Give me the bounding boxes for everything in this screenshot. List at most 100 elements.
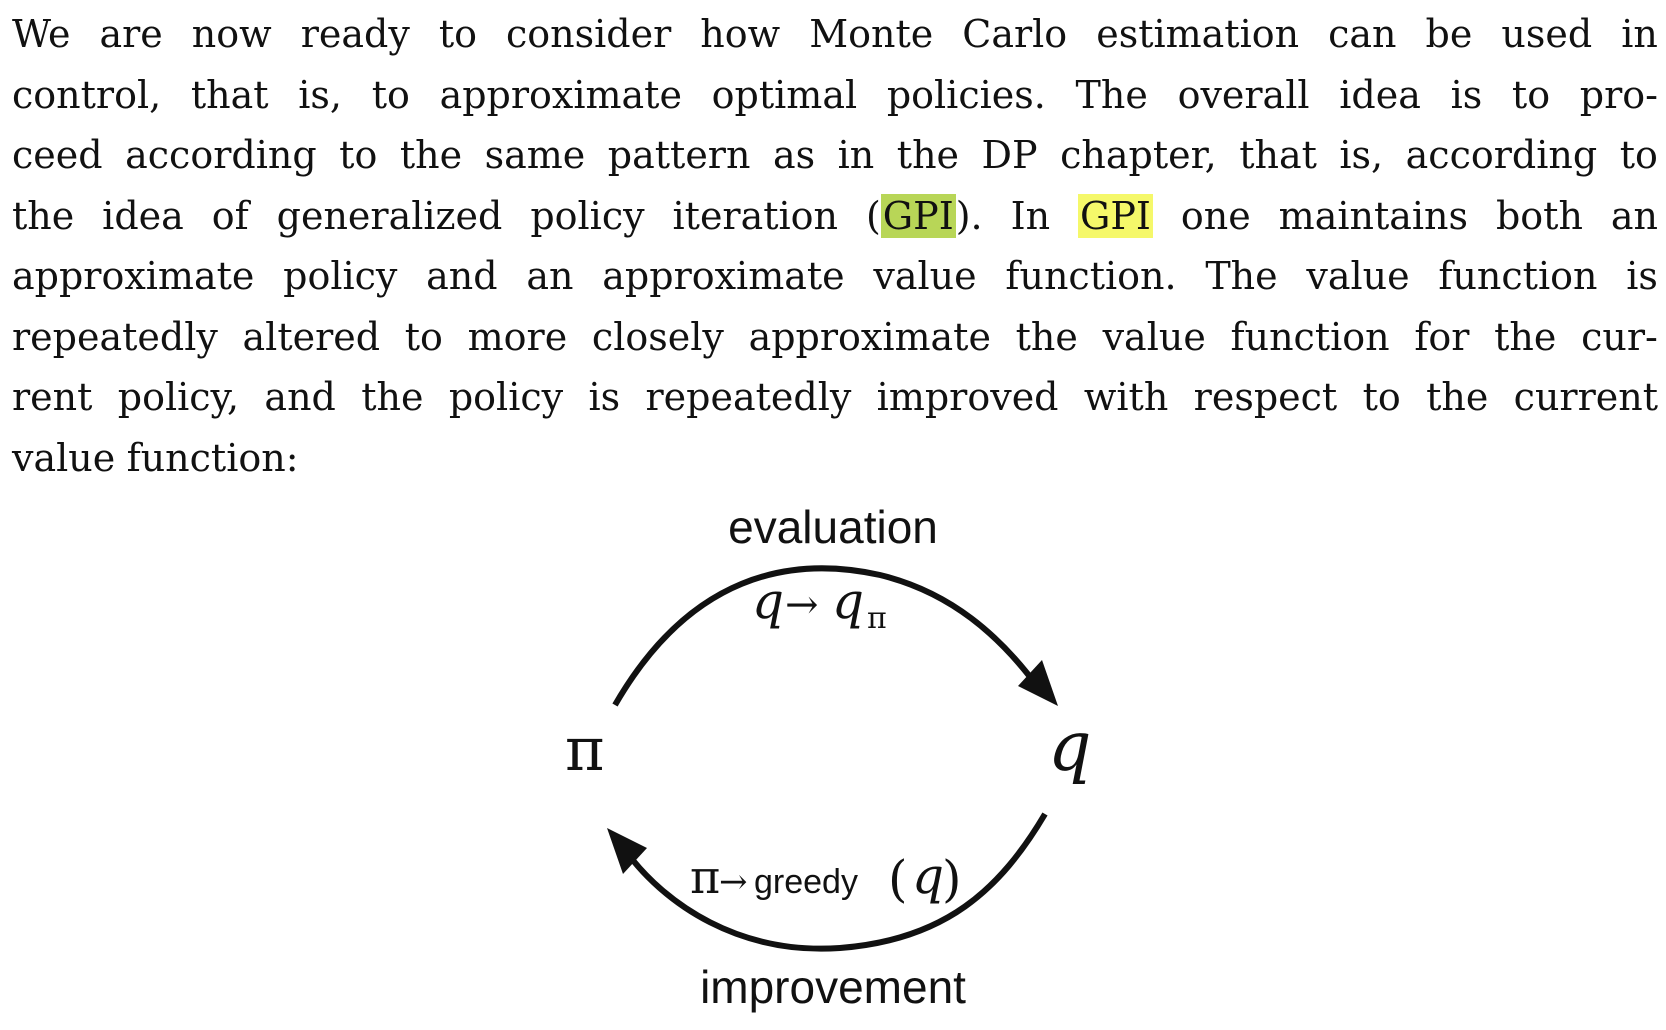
text-line: approximate policy and an approximate value fu… — [12, 246, 1658, 307]
word: value — [1306, 254, 1410, 298]
text-line: value function: — [12, 428, 1658, 489]
word: In — [1010, 193, 1051, 238]
word: value — [873, 254, 977, 298]
evaluation-arrow — [612, 565, 1043, 707]
formula-pi: π — [690, 850, 720, 904]
word: function — [1230, 314, 1390, 359]
improvement-formula: π → greedy ( q ) — [690, 847, 962, 908]
word: approximate — [12, 254, 255, 298]
improvement-label: improvement — [700, 961, 966, 1013]
word: value — [12, 435, 116, 480]
word: pro- — [1579, 72, 1658, 117]
word: GPI — [1078, 186, 1153, 247]
word: to — [1619, 133, 1658, 177]
word: is, — [1339, 133, 1384, 177]
evaluation-formula: q → q π — [752, 572, 887, 636]
word: and — [264, 375, 336, 419]
word: the — [1494, 314, 1557, 359]
word: that — [190, 72, 269, 117]
word: to — [1511, 72, 1551, 117]
policy-node-pi: π — [565, 715, 604, 785]
word: policy — [283, 254, 398, 298]
word: with — [1083, 375, 1169, 419]
text-line: the idea of generalized policy iteration (GPI)… — [12, 186, 1658, 247]
word: to — [404, 314, 443, 359]
word: used — [1501, 12, 1593, 56]
word: that — [1239, 133, 1317, 177]
word: closely — [591, 314, 724, 359]
word: and — [426, 254, 498, 298]
word: overall — [1177, 72, 1310, 117]
word: optimal — [711, 72, 858, 117]
word: one — [1180, 193, 1251, 238]
word: in — [837, 133, 875, 177]
text-line: ceed according to the same pattern as in the DP ch… — [12, 125, 1658, 186]
word: DP — [981, 133, 1038, 177]
word: according — [1405, 133, 1598, 177]
word: be — [1425, 12, 1473, 56]
word: the — [12, 193, 75, 238]
word: rent — [12, 375, 93, 419]
value-node-q: q — [1048, 708, 1092, 787]
word: policies. — [886, 72, 1046, 117]
word: in — [1621, 12, 1658, 56]
word: control, — [12, 72, 162, 117]
word: maintains — [1278, 193, 1469, 238]
word: to — [339, 133, 378, 177]
word: value — [1102, 314, 1206, 359]
word: according — [125, 133, 317, 177]
word: an — [1610, 193, 1658, 238]
word: the — [399, 133, 463, 177]
word: (GPI). — [865, 193, 983, 238]
word: how — [700, 12, 781, 56]
word: approximate — [439, 72, 682, 117]
word: The — [1205, 254, 1278, 298]
word: can — [1328, 12, 1397, 56]
word: is, — [298, 72, 342, 117]
gpi-highlight-yellow[interactable]: GPI — [1078, 193, 1153, 238]
word: ready — [300, 12, 410, 56]
word: of — [211, 193, 249, 238]
word: to — [371, 72, 410, 117]
formula-open-paren: ( — [888, 850, 908, 908]
word: is — [1626, 254, 1658, 298]
word: the — [1015, 314, 1078, 359]
text-line: We are now ready to consider how Monte Carlo esti… — [12, 4, 1658, 65]
word: now — [191, 12, 272, 56]
word: idea — [102, 193, 184, 238]
word: iteration — [672, 193, 839, 238]
formula-arrow-icon: → — [719, 862, 748, 902]
evaluation-label: evaluation — [728, 501, 938, 553]
word: approximate — [602, 254, 845, 298]
formula-subscript-pi: π — [867, 601, 887, 636]
word: altered — [242, 314, 381, 359]
word: Monte — [809, 12, 934, 56]
word: as — [772, 133, 816, 177]
word: more — [467, 314, 568, 359]
word: improved — [876, 375, 1059, 419]
formula-q: q — [752, 572, 784, 630]
word: same — [484, 133, 586, 177]
gpi-highlight-green[interactable]: GPI — [880, 193, 956, 238]
improvement-arrow — [622, 812, 1048, 952]
word: chapter, — [1060, 133, 1217, 177]
word: the — [1426, 375, 1489, 419]
text-line: repeatedly altered to more closely approximat… — [12, 307, 1658, 368]
word: pattern — [607, 133, 751, 177]
body-paragraph: We are now ready to consider how Monte Carlo esti… — [12, 4, 1658, 488]
word: Carlo — [962, 12, 1068, 56]
word: an — [526, 254, 574, 298]
word: The — [1075, 72, 1148, 117]
word: generalized — [276, 193, 503, 238]
word: cur- — [1581, 314, 1658, 359]
improvement-arrowhead-icon — [607, 828, 647, 874]
word: We — [12, 12, 71, 56]
word: respect — [1193, 375, 1338, 419]
word: the — [896, 133, 960, 177]
word: ceed — [12, 133, 103, 177]
word: for — [1414, 314, 1470, 359]
word: both — [1495, 193, 1583, 238]
formula-close-paren: ) — [942, 850, 962, 908]
